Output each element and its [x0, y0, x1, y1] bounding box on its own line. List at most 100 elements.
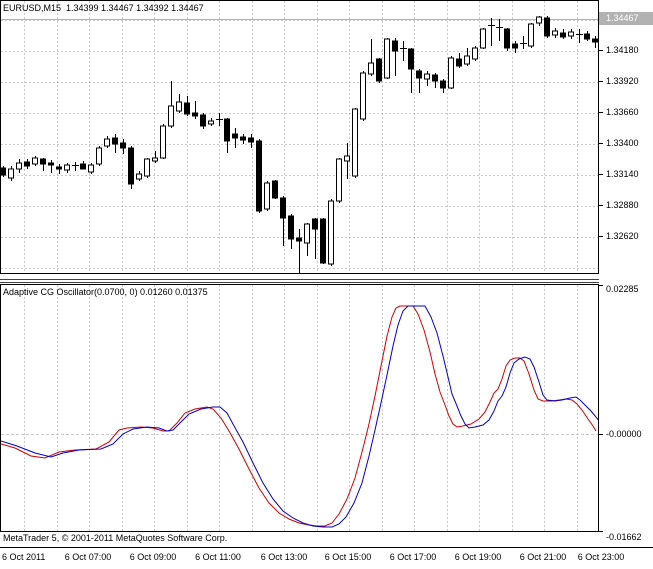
indicator-pane[interactable]: Adaptive CG Oscillator(0.0700, 0) 0.0126… [0, 284, 599, 532]
candle-body [552, 30, 558, 36]
candle-body [288, 215, 294, 240]
candle-body [568, 31, 574, 37]
indicator-grid [1, 285, 598, 531]
candle-body [152, 157, 158, 162]
candle-body [280, 197, 286, 219]
blue-line [1, 305, 598, 528]
time-axis-label: 6 Oct 23:00 [577, 552, 625, 562]
candle-body [328, 200, 334, 265]
candle-body [456, 58, 462, 67]
candle-body [464, 55, 470, 65]
candle-body [352, 108, 358, 177]
axis-tick [599, 50, 603, 51]
candle-body [360, 72, 366, 120]
axis-tick [599, 143, 603, 144]
candle-body [392, 40, 398, 52]
candle-body [32, 157, 38, 165]
axis-tick [599, 285, 603, 286]
status-bar-text: MetaTrader 5, © 2001-2011 MetaQuotes Sof… [3, 533, 228, 543]
price-chart-pane[interactable]: EURUSD,M15 1.34399 1.34467 1.34392 1.344… [0, 0, 599, 274]
candle-body [224, 118, 230, 142]
axis-tick [599, 174, 603, 175]
time-axis-label: 6 Oct 11:00 [195, 552, 241, 562]
candle-body [472, 47, 478, 60]
axis-tick [599, 112, 603, 113]
axis-tick [599, 531, 603, 532]
axis-tick [599, 434, 603, 435]
candle-body [184, 102, 190, 115]
candle-body [8, 168, 14, 179]
price-axis-label: 1.33400 [606, 138, 639, 148]
candle-body [56, 166, 62, 170]
time-scale[interactable]: 6 Oct 2011 6 Oct 07:00 6 Oct 09:00 6 Oct 11… [0, 547, 653, 569]
candle-body [432, 74, 438, 82]
time-axis-label: 6 Oct 21:00 [519, 552, 567, 562]
price-axis-label: 1.33920 [606, 76, 639, 86]
candle-body [48, 162, 54, 166]
candle-body [264, 182, 270, 210]
price-axis-label: 1.34180 [606, 45, 639, 55]
candle-body [96, 147, 102, 165]
candle-body [344, 155, 350, 162]
time-axis-label: 6 Oct 09:00 [129, 552, 177, 562]
candle-body [544, 17, 550, 37]
candle-body [480, 28, 486, 49]
time-axis-label: 6 Oct 19:00 [454, 552, 502, 562]
candle-body [136, 173, 142, 180]
current-price-tag: 1.34467 [599, 12, 653, 25]
candlesticks [1, 15, 598, 273]
candle-body [40, 158, 46, 165]
candle-body [160, 125, 166, 159]
candle-body [560, 32, 566, 38]
candle-body [440, 80, 446, 89]
candle-body [176, 101, 182, 112]
candle-body [128, 147, 134, 185]
candle-body [120, 142, 126, 149]
candle-body [144, 158, 150, 177]
candle-body [104, 138, 110, 147]
candle-body [312, 218, 318, 230]
red-line [1, 305, 597, 527]
candle-body [536, 16, 542, 24]
candle-body [528, 23, 534, 47]
price-axis-label: 1.32620 [606, 231, 639, 241]
candle-body [304, 223, 310, 244]
indicator-axis-label: 0.02285 [606, 284, 639, 294]
candle-body [592, 38, 598, 43]
axis-tick [599, 236, 603, 237]
chart-title: EURUSD,M15 1.34399 1.34467 1.34392 1.344… [3, 3, 204, 13]
candle-body [512, 43, 518, 49]
candle-body [424, 73, 430, 80]
candle-body [448, 57, 454, 89]
time-axis-label: 6 Oct 15:00 [324, 552, 372, 562]
candle-body [296, 237, 302, 242]
candle-body [272, 180, 278, 199]
candle-body [256, 140, 262, 212]
indicator-canvas[interactable] [1, 285, 598, 531]
candle-body [368, 62, 374, 75]
candle-body [64, 164, 70, 171]
candle-body [1, 167, 6, 176]
candle-body [232, 133, 238, 139]
candle-body [320, 218, 326, 264]
candle-body [408, 48, 414, 70]
candle-body [384, 38, 390, 79]
pane-divider[interactable] [0, 279, 599, 283]
price-axis-label: 1.32880 [606, 200, 639, 210]
candle-body [16, 162, 22, 170]
price-scale[interactable]: 1.34180 1.33920 1.33660 1.33400 1.33140 1.328… [599, 0, 653, 569]
candle-body [80, 163, 86, 170]
candle-body [192, 112, 198, 117]
time-axis-label: 6 Oct 17:00 [389, 552, 437, 562]
price-chart-canvas[interactable] [1, 1, 598, 273]
candle-body [376, 58, 382, 82]
candle-body [504, 28, 510, 49]
candle-body [200, 114, 206, 127]
candle-body [240, 136, 246, 141]
time-axis-label: 6 Oct 07:00 [64, 552, 112, 562]
candle-body [208, 120, 214, 125]
time-axis-label: 6 Oct 2011 [2, 552, 46, 562]
indicator-axis-label: -0.01662 [606, 532, 642, 542]
price-axis-label: 1.33140 [606, 169, 639, 179]
axis-tick [599, 205, 603, 206]
